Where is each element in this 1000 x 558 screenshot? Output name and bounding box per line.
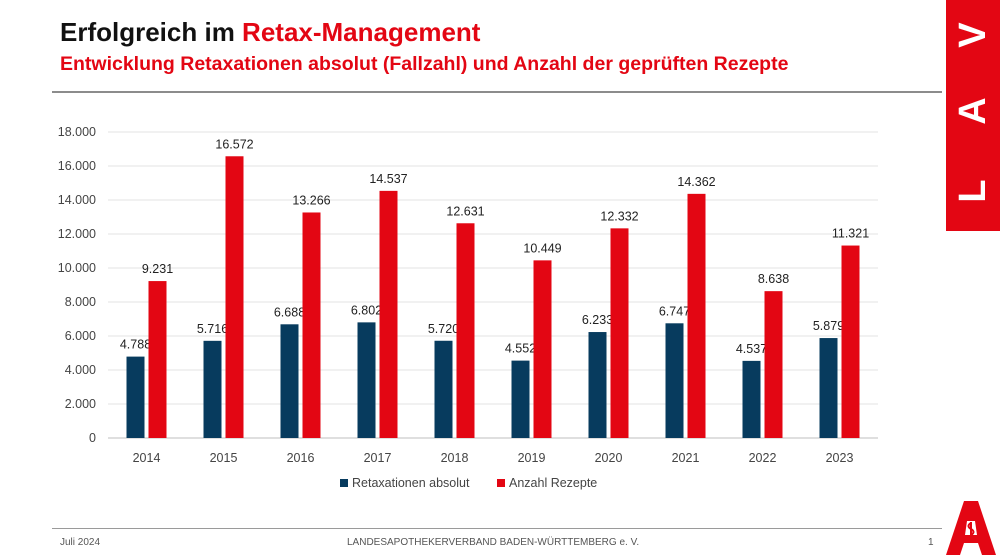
legend-swatch (340, 479, 348, 487)
data-label: 9.231 (142, 262, 173, 276)
data-label: 6.802 (351, 303, 382, 317)
legend-label: Anzahl Rezepte (509, 476, 597, 490)
data-label: 16.572 (215, 137, 253, 151)
bar (841, 245, 860, 438)
bar-chart: 0 2.000 4.000 6.000 8.000 10.000 12.000 14.000 1… (58, 125, 878, 490)
y-tick-label: 6.000 (65, 329, 96, 343)
page-title-prefix: Erfolgreich im (60, 17, 243, 47)
y-tick-label: 10.000 (58, 261, 96, 275)
page-subtitle: Entwicklung Retaxationen absolut (Fallza… (60, 53, 789, 75)
legend-label: Retaxationen absolut (352, 476, 470, 490)
y-tick-label: 8.000 (65, 295, 96, 309)
data-label: 6.233 (582, 313, 613, 327)
brand-letter-a: A (952, 97, 994, 125)
page-title-accent: Retax-Management (242, 17, 481, 47)
x-tick-label: 2021 (672, 451, 700, 465)
data-label: 10.449 (523, 241, 561, 255)
x-tick-label: 2016 (287, 451, 315, 465)
footer-organization: LANDESAPOTHEKERVERBAND BADEN-WÜRTTEMBERG… (347, 537, 640, 548)
y-tick-label: 12.000 (58, 227, 96, 241)
bar (357, 322, 376, 438)
bar (126, 356, 145, 438)
header-divider (52, 91, 942, 93)
data-label: 14.362 (677, 175, 715, 189)
data-label: 13.266 (292, 193, 330, 207)
legend-swatch (497, 479, 505, 487)
data-label: 4.552 (505, 342, 536, 356)
footer-date: Juli 2024 (60, 537, 101, 548)
data-label: 4.537 (736, 342, 767, 356)
bar (687, 193, 706, 438)
data-label: 4.788 (120, 338, 151, 352)
data-label: 5.879 (813, 319, 844, 333)
brand-letter-v: V (952, 22, 994, 48)
bar (302, 212, 321, 438)
bar (379, 190, 398, 438)
y-tick-label: 18.000 (58, 125, 96, 139)
brand-letter-l: L (952, 179, 994, 203)
x-tick-label: 2020 (595, 451, 623, 465)
x-tick-label: 2023 (826, 451, 854, 465)
data-label: 6.747 (659, 304, 690, 318)
data-label: 5.720 (428, 322, 459, 336)
data-label: 6.688 (274, 305, 305, 319)
y-tick-label: 14.000 (58, 193, 96, 207)
bar (225, 156, 244, 438)
data-label: 12.332 (600, 209, 638, 223)
y-tick-label: 0 (89, 431, 96, 445)
apotheke-a-icon (946, 501, 996, 555)
x-tick-label: 2015 (210, 451, 238, 465)
bar (819, 338, 838, 438)
bar (511, 360, 530, 438)
data-label: 12.631 (446, 204, 484, 218)
bar (588, 332, 607, 438)
footer-page-number: 1 (928, 537, 934, 548)
x-tick-label: 2014 (133, 451, 161, 465)
page-title: Erfolgreich im Retax-Management (60, 17, 480, 48)
bar (148, 281, 167, 438)
bar (203, 340, 222, 438)
bar (610, 228, 629, 438)
bar (456, 223, 475, 438)
x-tick-label: 2017 (364, 451, 392, 465)
bar (533, 260, 552, 438)
data-label: 11.321 (832, 227, 869, 241)
bar (742, 360, 761, 438)
side-tab: V A L (946, 0, 1000, 231)
footer-divider (52, 528, 942, 529)
data-label: 5.716 (197, 322, 228, 336)
y-tick-label: 4.000 (65, 363, 96, 377)
x-tick-label: 2018 (441, 451, 469, 465)
bar (665, 323, 684, 438)
y-tick-label: 2.000 (65, 397, 96, 411)
bar (280, 324, 299, 438)
bar (764, 291, 783, 438)
x-tick-label: 2022 (749, 451, 777, 465)
data-label: 14.537 (369, 172, 407, 186)
x-tick-label: 2019 (518, 451, 546, 465)
bar (434, 340, 453, 438)
data-label: 8.638 (758, 272, 789, 286)
y-tick-label: 16.000 (58, 159, 96, 173)
